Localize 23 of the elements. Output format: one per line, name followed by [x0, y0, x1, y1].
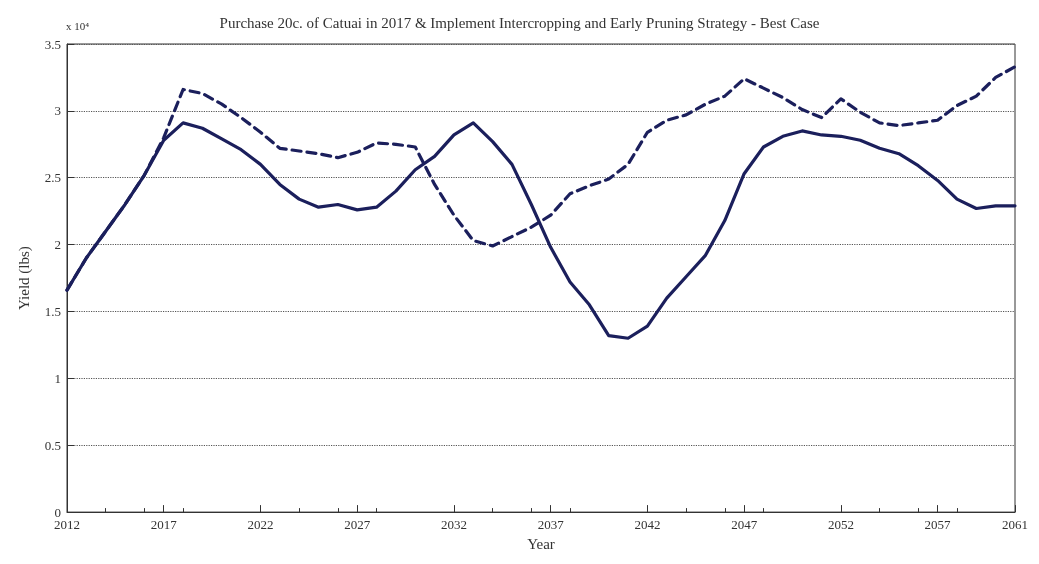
y-tick-label: 1.5: [44, 303, 61, 319]
x-tick-label: 2017: [150, 517, 178, 533]
x-tick-label: 2012: [54, 517, 80, 533]
x-tick-label: 2047: [731, 517, 758, 533]
text: x 10⁴: [66, 19, 90, 32]
y-tick-label: 2.5: [44, 170, 61, 186]
x-tick-label: 2027: [344, 517, 371, 533]
y-tick-label: 2: [54, 237, 61, 253]
y-tick-label: 3.5: [44, 36, 61, 52]
y-axis-title: Yield (lbs): [15, 246, 33, 310]
y-tick-label: 1: [54, 370, 61, 386]
y-tick-label: 3: [54, 103, 61, 119]
x-tick-label: 2037: [537, 517, 565, 533]
x-axis-title: Year: [527, 535, 555, 552]
x-tick-label: 2022: [247, 517, 274, 533]
x-tick-label: 2032: [440, 517, 467, 533]
chart-title: Purchase 20c. of Catuai in 2017 & Implement Intercropping and Early Pruning Strategy - Best Case: [219, 14, 820, 31]
x-tick-label: 2057: [924, 517, 952, 533]
x-tick-label: 2052: [827, 517, 854, 533]
x-tick-label: 2061: [1002, 517, 1028, 533]
y-tick-label: 0.5: [44, 437, 61, 453]
x-tick-label: 2042: [634, 517, 661, 533]
y-tick-label: 0: [54, 504, 61, 520]
